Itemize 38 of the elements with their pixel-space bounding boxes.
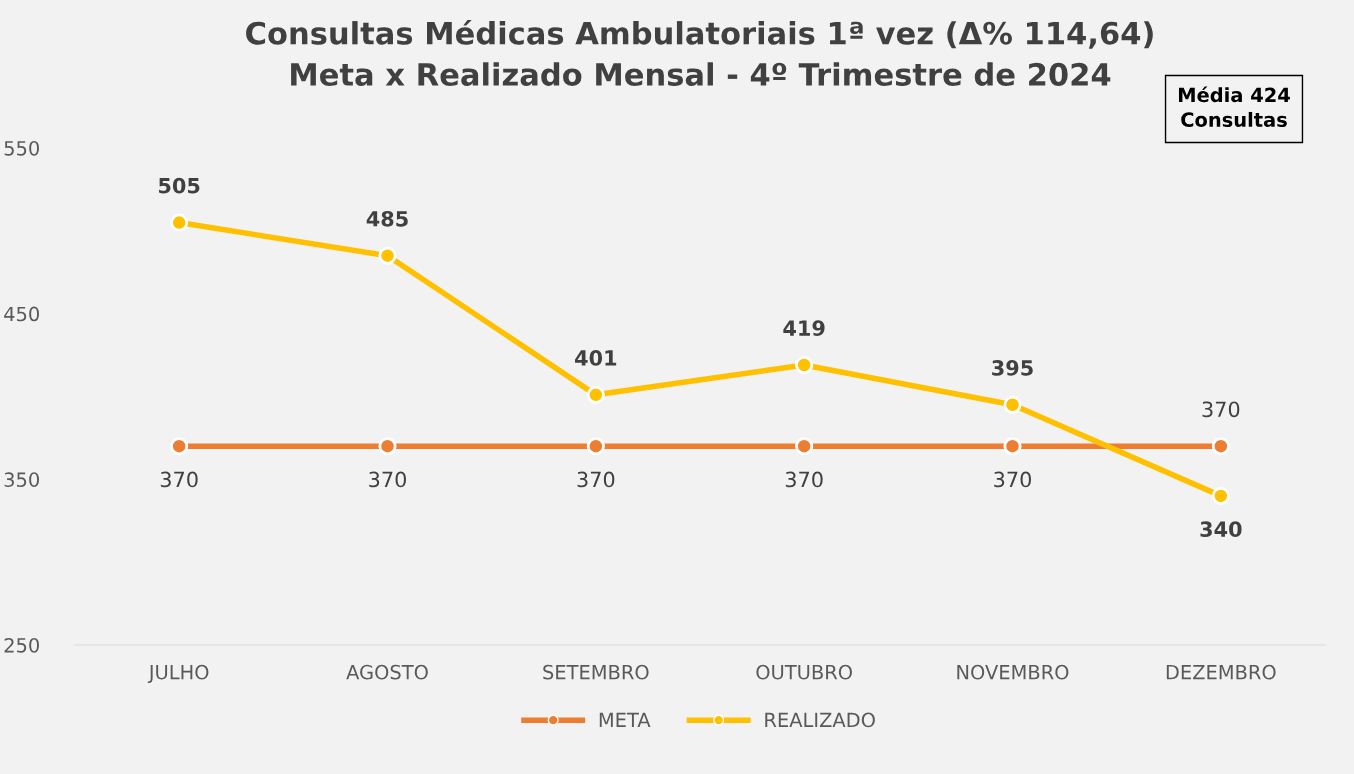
point	[170, 213, 189, 232]
x-tick-label: JULHO	[147, 664, 209, 684]
chart-title: Consultas Médicas Ambulatoriais 1ª vez (Δ% 114,64) Meta x Realizado Mensal - 4º Trimestre de 2024	[246, 19, 1153, 86]
y-tick-label: 450	[4, 306, 39, 322]
data-label: 395	[992, 359, 1033, 376]
point	[1211, 437, 1230, 456]
point	[795, 355, 814, 375]
x-tick-label: NOVEMBRO	[957, 664, 1069, 680]
legend-label: REALIZADO	[765, 712, 875, 728]
point	[586, 437, 605, 456]
point	[795, 437, 814, 456]
y-tick-label: 550	[4, 140, 39, 156]
point	[170, 437, 189, 456]
point	[1003, 437, 1022, 456]
x-tick-label: DEZEMBRO	[1166, 664, 1276, 680]
y-tick-label: 250	[4, 637, 39, 653]
legend-label: META	[599, 712, 651, 727]
x-tick-label: OUTUBRO	[756, 664, 852, 680]
data-label: 485	[366, 210, 408, 227]
data-label: 370	[785, 471, 823, 488]
data-label: 370	[577, 471, 615, 488]
data-label: 370	[994, 471, 1031, 488]
data-label: 370	[1202, 401, 1240, 418]
data-label: 370	[160, 471, 198, 488]
data-label: 505	[159, 177, 200, 194]
point	[1003, 395, 1022, 414]
text: Média 424 Consultas	[1178, 86, 1290, 128]
y-tick-label: 350	[4, 472, 39, 487]
x-tick-label: SETEMBRO	[543, 664, 649, 680]
data-label: 340	[1200, 521, 1242, 538]
x-tick-label: AGOSTO	[346, 664, 428, 680]
data-label: 370	[369, 471, 406, 488]
point	[378, 437, 397, 456]
data-label: 419	[783, 320, 825, 336]
point	[1211, 486, 1230, 505]
point	[586, 385, 605, 404]
data-label: 401	[575, 350, 617, 366]
point	[378, 246, 397, 265]
